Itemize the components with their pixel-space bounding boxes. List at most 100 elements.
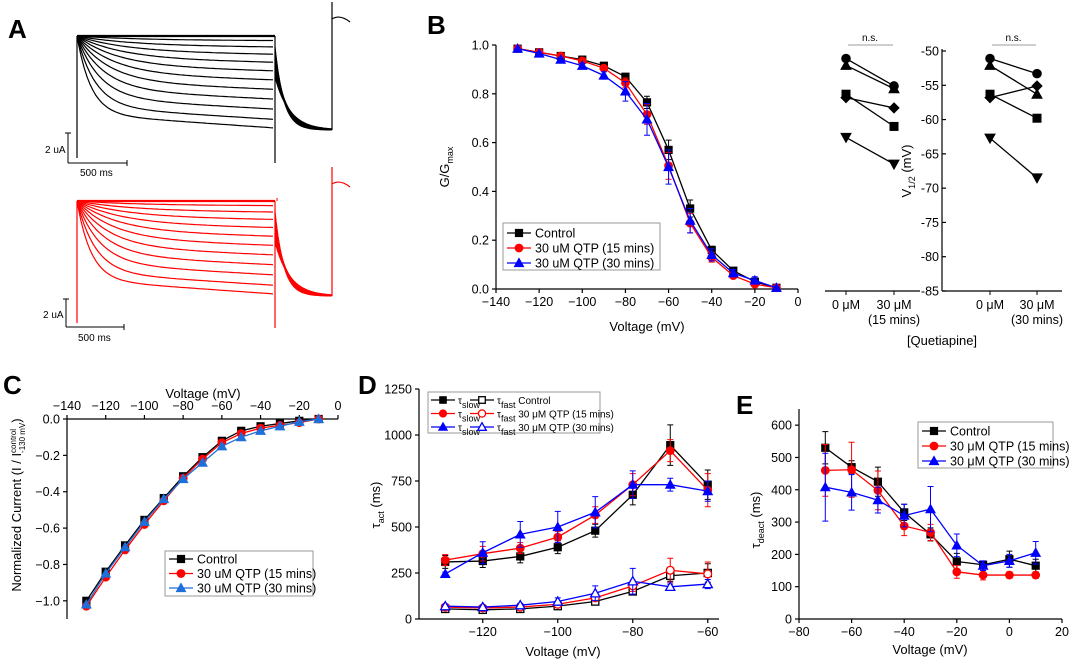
data-point xyxy=(1003,555,1015,565)
legend-box xyxy=(502,222,661,271)
data-point xyxy=(576,60,588,70)
data-point xyxy=(1005,570,1014,580)
trace xyxy=(76,35,274,120)
y-tick-label: 0.4 xyxy=(472,185,489,199)
data-point xyxy=(235,431,247,442)
x-tick-label: −100 xyxy=(130,399,158,413)
pair-line xyxy=(989,93,1038,119)
trace xyxy=(76,35,274,63)
data-point xyxy=(706,249,718,259)
data-point xyxy=(888,159,900,171)
x-tick-label: −40 xyxy=(701,295,722,309)
x-tick-label: 0 xyxy=(795,295,802,309)
tail-trace xyxy=(274,226,333,297)
trace xyxy=(76,200,274,295)
legend-label: Control xyxy=(535,227,575,241)
trace xyxy=(76,35,274,72)
x-tick-label: −20 xyxy=(946,625,967,639)
x-tick-label: −40 xyxy=(894,625,915,639)
x-tick-label: 20 xyxy=(1055,625,1069,639)
y-axis-label-part: G/G xyxy=(437,164,452,188)
legend-label: 30 μM QTP (15 mins) xyxy=(950,440,1070,454)
x-tick-label: −140 xyxy=(53,399,81,413)
legend-label-fast-part: τ xyxy=(497,423,501,434)
trace xyxy=(76,200,274,220)
legend-marker xyxy=(514,228,524,238)
trace xyxy=(76,200,274,237)
x-tick-label-line2: (15 mins) xyxy=(868,313,920,327)
data-point xyxy=(627,479,639,489)
tail-trace xyxy=(274,220,333,297)
significance-label: n.s. xyxy=(1005,33,1021,44)
data-point xyxy=(439,568,451,579)
legend-marker xyxy=(176,569,186,578)
legend-label-slow-part: slow xyxy=(462,414,481,424)
panel-label-c: C xyxy=(3,370,22,400)
data-point xyxy=(1032,68,1042,79)
x-axis-label: Voltage (mV) xyxy=(892,642,967,657)
y-tick-label: -55 xyxy=(921,79,939,93)
data-point xyxy=(274,420,286,431)
y-axis-label-part: ) xyxy=(9,418,24,422)
y-tick-label: 0.6 xyxy=(472,136,489,150)
x-tick-label: −60 xyxy=(658,295,679,309)
legend-label-fast-part: τ xyxy=(497,396,501,407)
x-axis-label: Voltage (mV) xyxy=(165,386,240,401)
data-point xyxy=(952,567,962,577)
scale-bar xyxy=(63,298,125,330)
scale-bar-time-label: 500 ms xyxy=(80,168,113,179)
data-point xyxy=(641,113,653,124)
y-tick-label: -80 xyxy=(921,250,939,264)
data-point xyxy=(100,567,112,578)
data-point xyxy=(533,47,545,58)
scale-bar-time-label: 500 ms xyxy=(78,333,111,344)
axes xyxy=(825,49,1062,292)
pair-line xyxy=(989,137,1038,179)
trace xyxy=(76,200,273,207)
data-point xyxy=(840,91,852,104)
data-point xyxy=(749,274,761,285)
y-axis-label-part: V xyxy=(899,188,914,197)
y-tick-label: 0 xyxy=(785,613,792,627)
data-point xyxy=(514,599,526,610)
x-tick-label: −60 xyxy=(211,399,232,413)
x-tick-label: −80 xyxy=(173,399,194,413)
legend-label-slow-part: slow xyxy=(462,427,481,437)
trace-family xyxy=(76,167,351,328)
tail-spike xyxy=(331,167,351,296)
y-axis-label-part: (ms) xyxy=(368,482,383,512)
panel-b-conductance-voltage-chart: B −140 −120 −100 −80 −60 −40 −20 0 0.0 0.2 0.4 0.6 0.… xyxy=(427,10,802,334)
data-point xyxy=(512,43,524,53)
data-point xyxy=(888,82,900,94)
paired-group-1: n.s. 0 μM 30 μM(30 mins) xyxy=(976,33,1063,327)
x-tick-label: −120 xyxy=(469,625,497,639)
pair-line xyxy=(989,64,1038,95)
trace xyxy=(76,35,274,100)
y-tick-label: −0.8 xyxy=(35,558,60,572)
trace xyxy=(76,35,274,81)
data-point xyxy=(770,282,782,292)
x-tick-label: −80 xyxy=(622,625,643,639)
trace-family xyxy=(76,2,351,163)
data-point xyxy=(1031,570,1041,580)
y-axis-label-part: (ms) xyxy=(748,492,763,522)
legend-marker xyxy=(929,441,939,451)
panel-a-current-traces: A 2 uA 500 ms 2 uA 500 ms xyxy=(8,2,351,344)
y-axis-label: G/Gmax xyxy=(437,146,455,187)
y-tick-label: 200 xyxy=(771,548,792,562)
x-tick-label: 0 μM xyxy=(976,298,1004,312)
y-tick-label: 300 xyxy=(771,516,792,530)
data-point xyxy=(627,575,639,586)
trace xyxy=(76,200,274,246)
data-point xyxy=(619,85,631,96)
x-tick-label: −20 xyxy=(289,399,310,413)
y-axis-label-part: Normalized Current (I / I xyxy=(9,453,24,592)
data-point xyxy=(819,481,831,492)
series-line xyxy=(445,580,708,608)
y-tick-label: 1.0 xyxy=(472,39,489,53)
trace xyxy=(76,200,274,276)
x-tick-label: −140 xyxy=(482,295,510,309)
axes xyxy=(492,44,799,293)
data-point xyxy=(477,547,489,557)
